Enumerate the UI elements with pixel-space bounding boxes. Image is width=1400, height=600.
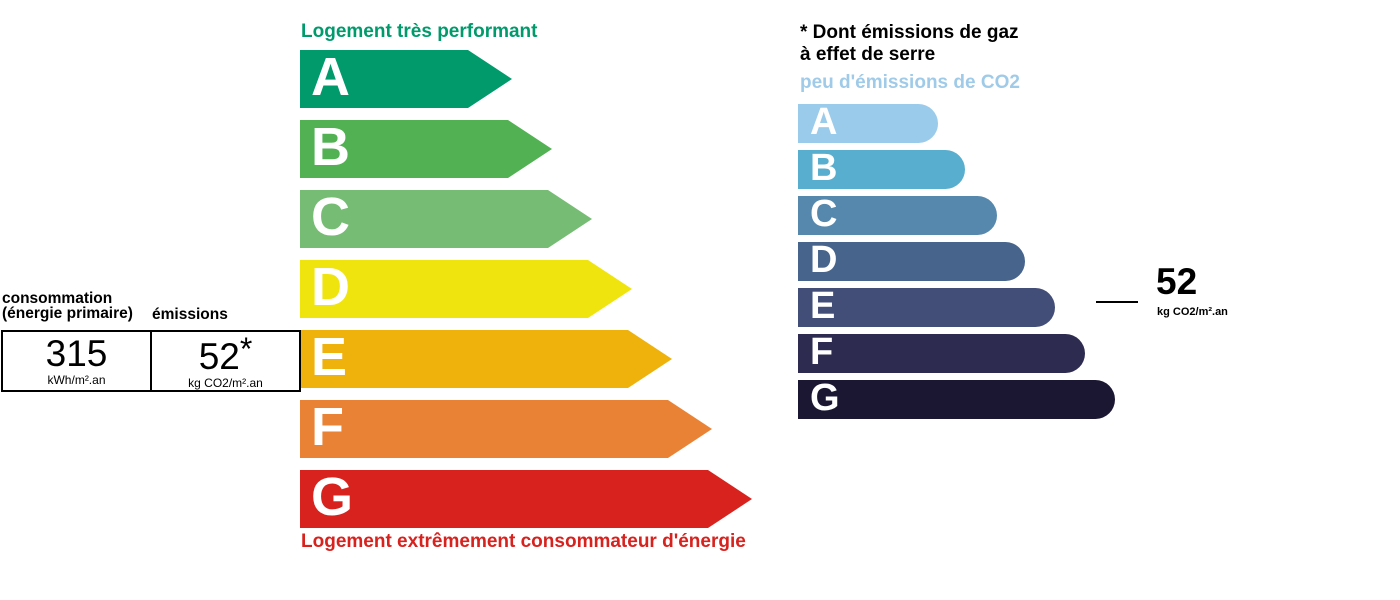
- co2-class-letter-B: B: [810, 147, 838, 189]
- co2-class-letter-C: C: [810, 193, 838, 235]
- co2-class-bar-D: D: [798, 239, 1025, 281]
- energy-class-letter-C: C: [311, 187, 350, 247]
- co2-class-bar-B: B: [798, 147, 965, 189]
- co2-class-letter-A: A: [810, 101, 838, 143]
- emissions-unit: kg CO2/m².an: [188, 375, 263, 390]
- emissions-value-number: 52: [198, 335, 240, 377]
- energy-class-letter-D: D: [311, 257, 350, 317]
- consumption-label-line1: consommation: [2, 290, 113, 307]
- co2-class-bar-A: A: [798, 101, 938, 143]
- emissions-value-cell: 52* kg CO2/m².an: [150, 332, 299, 390]
- co2-note: * Dont émissions de gaz à effet de serre: [800, 22, 1019, 66]
- co2-class-letter-D: D: [810, 239, 838, 281]
- emissions-asterisk: *: [239, 330, 253, 367]
- energy-class-letter-B: B: [311, 117, 350, 177]
- co2-indicator-unit: kg CO2/m².an: [1157, 306, 1228, 318]
- energy-class-row-C: C: [300, 190, 752, 248]
- co2-class-bar-C: C: [798, 193, 997, 235]
- consumption-unit: kWh/m².an: [47, 373, 106, 387]
- co2-class-bar-E: E: [798, 285, 1055, 327]
- energy-class-row-F: F: [300, 400, 752, 458]
- energy-class-row-G: G: [300, 470, 752, 528]
- energy-class-arrow-G: G: [300, 470, 752, 528]
- energy-scale-title-top: Logement très performant: [301, 21, 538, 42]
- co2-class-letter-F: F: [810, 331, 834, 373]
- consumption-label: consommation (énergie primaire): [2, 290, 133, 322]
- energy-class-arrow-F: F: [300, 400, 712, 458]
- co2-class-letter-E: E: [810, 285, 836, 327]
- co2-note-line1: * Dont émissions de gaz: [800, 22, 1019, 43]
- energy-class-arrow-C: C: [300, 190, 592, 248]
- energy-class-row-D: D: [300, 260, 752, 318]
- co2-class-bar-F: F: [798, 331, 1085, 373]
- energy-class-arrow-D: D: [300, 260, 632, 318]
- values-box: 315 kWh/m².an 52* kg CO2/m².an: [1, 330, 301, 392]
- energy-class-arrow-B: B: [300, 120, 552, 178]
- co2-class-letter-G: G: [810, 377, 840, 419]
- energy-scale-title-bottom: Logement extrêmement consommateur d'éner…: [301, 531, 746, 552]
- co2-indicator-line: [1096, 301, 1138, 303]
- consumption-value: 315: [45, 333, 108, 374]
- energy-class-row-A: A: [300, 50, 752, 108]
- emissions-value: 52*: [199, 333, 253, 375]
- consumption-value-cell: 315 kWh/m².an: [3, 332, 150, 390]
- energy-class-arrow-A: A: [300, 50, 512, 108]
- energy-class-letter-F: F: [311, 397, 344, 457]
- co2-indicator-value: 52: [1156, 261, 1198, 302]
- energy-class-row-B: B: [300, 120, 752, 178]
- energy-class-row-E: E: [300, 330, 752, 388]
- co2-class-bar-G: G: [798, 377, 1115, 419]
- energy-class-letter-A: A: [311, 47, 350, 107]
- energy-class-letter-E: E: [311, 327, 348, 387]
- emissions-label: émissions: [152, 306, 228, 323]
- co2-subtitle: peu d'émissions de CO2: [800, 72, 1020, 93]
- energy-class-letter-G: G: [311, 467, 354, 527]
- co2-note-line2: à effet de serre: [800, 44, 936, 65]
- consumption-label-line2: (énergie primaire): [2, 305, 133, 322]
- energy-class-arrow-E: E: [300, 330, 672, 388]
